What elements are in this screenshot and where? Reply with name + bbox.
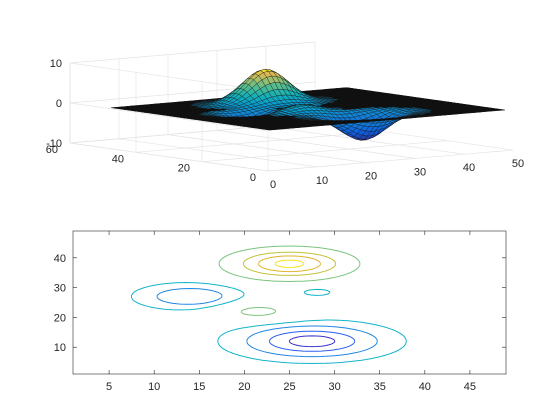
floor-gridline-x [118,138,318,168]
surface-y-tick-label: 0 [250,172,256,184]
surface-tick-labels: 0 10 20 30 40 50 0 20 40 60-10 0 10 [46,58,524,191]
contour-level-line [288,335,336,348]
surface-facet [496,109,505,111]
contour-y-tick-label: 30 [54,283,66,295]
surface-plot: 0 10 20 30 40 50 0 20 40 60-10 0 10 [46,41,524,191]
contour-y-tick-label: 40 [54,253,66,265]
floor-gridline-x [265,125,465,155]
surface-x-tick-label: 40 [463,162,475,174]
contour-x-tick-label: 5 [106,381,112,393]
surface-z-tick-label: -10 [46,138,62,150]
contour-tick-labels: 5 10 15 20 25 30 35 40 45 10 20 30 40 [54,231,506,393]
contour-level-line [257,255,322,273]
floor-gridline-y [267,149,514,172]
contour-x-tick-label: 40 [419,381,431,393]
contour-level-line [156,288,378,358]
sidewall-gridline-z [69,142,269,172]
contour-y-tick-label: 20 [54,312,66,324]
contour-x-tick-label: 35 [374,381,386,393]
surface-y-tick-label: 60 [46,144,58,156]
contour-x-tick-label: 15 [193,381,205,393]
surface-x-tick-label: 30 [414,166,426,178]
contour-lines [130,245,407,364]
surface-x-tick-label: 20 [365,171,377,183]
contour-plot: 5 10 15 20 25 30 35 40 45 10 20 30 40 [54,230,507,393]
contour-level-line [268,330,356,352]
surface-mesh [111,69,505,141]
surface-z-tick-label: 0 [56,98,62,110]
contour-level-line [130,282,407,364]
contour-x-tick-label: 10 [148,381,160,393]
surface-x-tick-label: 0 [270,179,276,191]
surface-y-tick-label: 20 [178,163,190,175]
sidewall-gridline-z [69,102,269,132]
sidewall-gridline-z [69,62,269,92]
surface-x-tick-label: 50 [512,158,524,170]
contour-x-tick-label: 20 [238,381,250,393]
contour-level-line [274,259,305,268]
surface-x-tick-label: 10 [316,175,328,187]
surface-z-tick-label: 10 [50,58,62,70]
floor-gridline-y [135,130,382,153]
floor-gridline-x [167,134,367,163]
contour-x-tick-label: 25 [283,381,295,393]
contour-x-tick-label: 45 [464,381,476,393]
floor-gridline-x [216,130,416,159]
contour-level-line [242,251,337,276]
floor-gridline-y [201,140,448,163]
contour-level-line [218,245,361,316]
surface-y-tick-label: 40 [112,153,124,165]
backwall-gridline-z [69,41,316,64]
contour-x-tick-label: 30 [328,381,340,393]
surface-grid [69,41,514,172]
contour-y-tick-label: 10 [54,342,66,354]
